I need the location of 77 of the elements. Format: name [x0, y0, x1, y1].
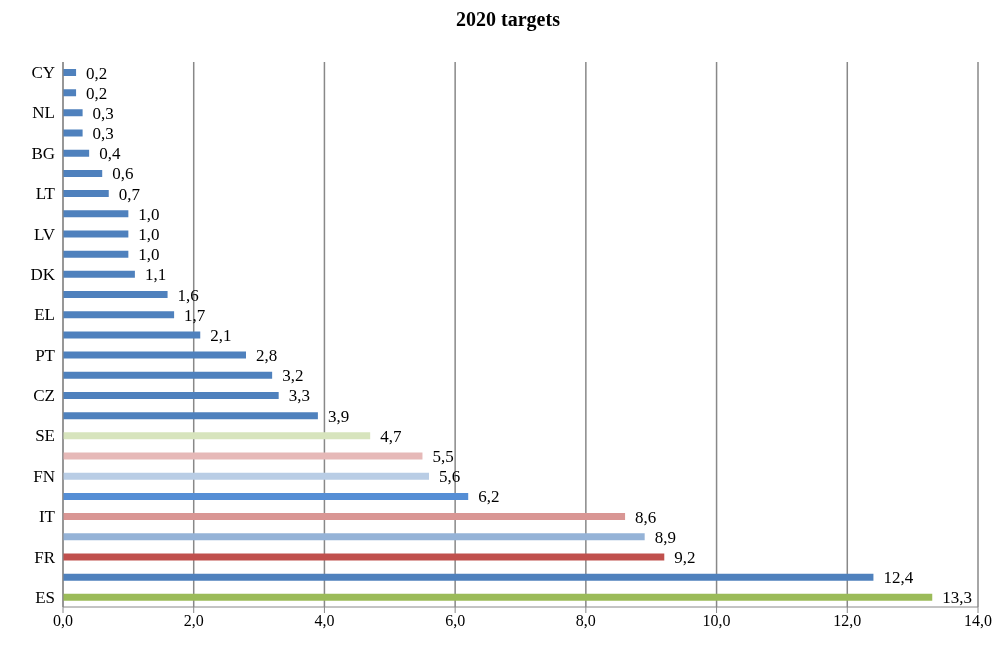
y-tick-label: FR [34, 547, 56, 567]
y-tick-label: BG [31, 143, 55, 163]
data-label: 1,0 [138, 225, 160, 245]
chart-title: 2020 targets [455, 8, 561, 33]
data-label: 4,7 [380, 426, 402, 446]
y-tick-label: FN [33, 466, 55, 486]
y-tick-label: EL [34, 305, 55, 325]
data-label: 0,6 [112, 164, 134, 184]
bar [63, 371, 273, 379]
data-label: 2,1 [210, 325, 232, 345]
bar [63, 331, 201, 339]
bar [63, 230, 129, 238]
x-tick-label: 8,0 [575, 612, 596, 630]
data-label: 0,7 [118, 184, 141, 204]
x-tick-label: 0,0 [53, 612, 73, 630]
data-label: 0,3 [92, 124, 114, 144]
bar [63, 210, 129, 218]
bar [63, 250, 129, 258]
data-label: 0,2 [86, 83, 108, 103]
y-tick-label: ES [35, 587, 55, 607]
y-tick-label: LV [33, 224, 56, 244]
x-tick-label: 4,0 [314, 612, 335, 630]
data-label: 0,3 [92, 103, 114, 123]
bar [63, 270, 135, 278]
bar [63, 412, 318, 420]
x-tick-label: 2,0 [183, 612, 204, 630]
bar [63, 109, 83, 117]
bar [63, 593, 933, 601]
y-tick-label: CY [31, 63, 55, 83]
bar [63, 533, 645, 541]
data-label: 1,6 [177, 285, 199, 305]
data-label: 5,5 [432, 447, 454, 467]
data-label: 1,0 [138, 204, 160, 224]
x-tick-label: 12,0 [833, 612, 862, 630]
x-tick-label: 6,0 [445, 612, 466, 630]
x-tick-label: 14,0 [964, 612, 992, 630]
data-label: 12,4 [883, 568, 914, 588]
data-label: 13,3 [942, 588, 972, 608]
y-tick-label: SE [35, 426, 55, 446]
bar [63, 472, 429, 480]
bar [63, 169, 103, 177]
bar [63, 513, 626, 521]
y-tick-label: CZ [33, 386, 55, 406]
bar [63, 190, 109, 198]
data-label: 1,0 [138, 245, 160, 265]
bar [63, 129, 83, 137]
data-label: 3,9 [327, 406, 350, 426]
y-tick-label: PT [35, 345, 56, 365]
bar [63, 432, 371, 440]
x-tick-label: 10,0 [702, 612, 731, 630]
data-label: 1,1 [144, 265, 167, 285]
bar [63, 351, 246, 359]
data-label: 1,7 [184, 305, 206, 325]
bar [63, 69, 77, 76]
y-tick-label: DK [30, 264, 56, 284]
bar [63, 311, 175, 319]
data-label: 3,3 [288, 386, 310, 406]
data-label: 3,2 [282, 366, 304, 386]
bar [63, 391, 279, 399]
data-label: 0,2 [86, 63, 108, 83]
bar [63, 149, 90, 157]
data-label: 2,8 [256, 346, 278, 366]
data-label: 5,6 [439, 467, 461, 487]
bar [63, 291, 168, 299]
y-tick-label: NL [32, 103, 55, 123]
data-label: 8,9 [654, 527, 676, 547]
bar [63, 492, 469, 500]
data-label: 6,2 [478, 487, 500, 507]
data-label: 0,4 [99, 144, 121, 164]
bar [63, 452, 423, 460]
bar [63, 89, 77, 97]
y-tick-label: LT [35, 184, 56, 204]
bar [63, 553, 665, 561]
data-label: 8,6 [635, 507, 657, 527]
bar [63, 573, 874, 581]
data-label: 9,2 [674, 547, 696, 567]
y-tick-label: IT [38, 507, 56, 527]
